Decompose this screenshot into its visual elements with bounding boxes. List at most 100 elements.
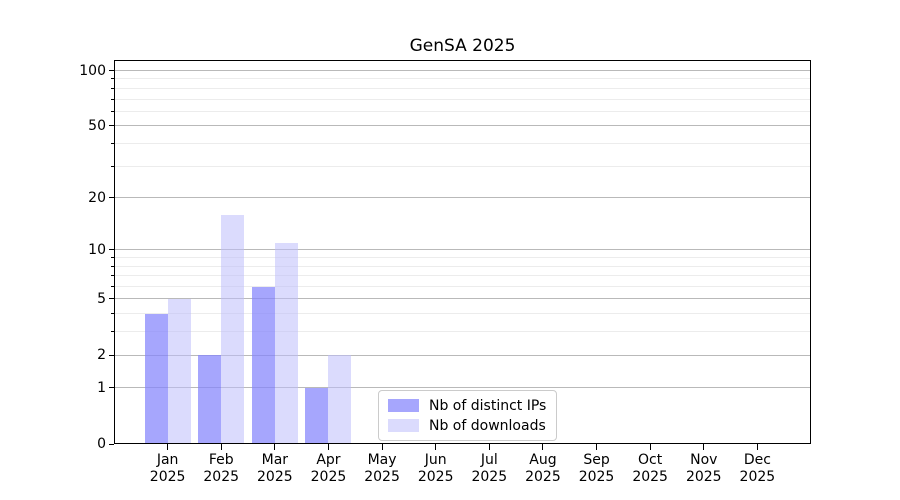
x-tick-year: 2025 [685,469,722,485]
x-tick-month: Aug [529,452,557,468]
gridline-minor [114,265,811,267]
plot-frame [114,60,811,444]
legend: Nb of distinct IPs Nb of downloads [378,390,558,441]
gridline-minor [114,98,811,100]
gridline-minor [114,110,811,112]
x-tick-mark [703,444,705,450]
y-tick-label: 1 [97,379,106,396]
y-tick-mark [108,354,114,356]
x-tick-label: Jul 2025 [449,452,529,486]
gridline-minor [114,275,811,277]
x-tick-label: Nov 2025 [664,452,744,486]
y-minor-tick-mark [111,313,114,315]
y-tick-label: 100 [79,62,106,79]
x-tick-month: Nov [690,452,718,468]
x-tick-mark [596,444,598,450]
x-tick-year: 2025 [203,469,240,485]
gridline-minor [114,87,811,89]
gridline-minor [114,286,811,288]
gridline-major [114,298,811,300]
legend-label: Nb of distinct IPs [429,397,547,414]
gridline-major [114,197,811,199]
y-tick-mark [108,443,114,445]
y-tick-label: 0 [97,436,106,452]
y-minor-tick-mark [111,142,114,144]
y-tick-label: 5 [97,290,106,307]
y-minor-tick-mark [111,257,114,259]
y-tick-mark [108,70,114,71]
x-tick-label: Mar 2025 [235,452,315,486]
x-tick-label: Jun 2025 [396,452,476,486]
x-tick-label: May 2025 [342,452,422,486]
gridline-minor [114,78,811,80]
y-tick-label: 50 [88,117,106,134]
gridline-minor [114,313,811,315]
x-tick-month: Sep [583,452,610,468]
legend-entry: Nb of downloads [388,417,546,434]
x-tick-label: Apr 2025 [288,452,368,486]
gridline-minor [114,165,811,167]
x-tick-month: Mar [261,452,289,468]
bar-distinct-ips-mar [251,286,275,444]
x-tick-month: Apr [316,452,341,468]
x-tick-year: 2025 [310,469,347,485]
chart-title: GenSA 2025 [409,36,516,56]
x-tick-year: 2025 [149,469,186,485]
y-tick-mark [108,249,114,251]
x-tick-year: 2025 [739,469,776,485]
y-tick-mark [108,125,114,127]
bar-downloads-feb [221,214,245,444]
legend-entry: Nb of distinct IPs [388,397,546,414]
x-tick-mark [327,444,329,450]
gridline-major [114,125,811,127]
legend-swatch-downloads [388,419,419,432]
bar-distinct-ips-feb [198,355,222,444]
x-tick-label: Dec 2025 [717,452,797,486]
gridline-minor [114,142,811,144]
y-tick-mark [108,197,114,199]
y-tick-label: 2 [97,347,106,364]
gridline-minor [114,257,811,259]
legend-swatch-distinct-ips [388,399,419,412]
y-minor-tick-mark [111,265,114,267]
x-tick-mark [488,444,490,450]
x-tick-mark [649,444,651,450]
x-tick-month: Oct [638,452,663,468]
y-minor-tick-mark [111,78,114,80]
y-minor-tick-mark [111,110,114,112]
x-tick-year: 2025 [578,469,615,485]
x-tick-mark [435,444,437,450]
x-tick-month: Feb [208,452,234,468]
x-tick-month: Jun [424,452,447,468]
x-tick-label: Feb 2025 [181,452,261,486]
x-tick-mark [381,444,383,450]
bar-distinct-ips-apr [305,387,329,444]
x-tick-year: 2025 [632,469,668,485]
y-minor-tick-mark [111,165,114,167]
y-minor-tick-mark [111,87,114,89]
legend-label: Nb of downloads [429,417,546,434]
y-minor-tick-mark [111,331,114,333]
bar-downloads-apr [328,355,352,444]
x-tick-label: Sep 2025 [557,452,637,486]
gridline-major [114,249,811,251]
bar-distinct-ips-jan [144,313,168,444]
y-minor-tick-mark [111,286,114,288]
x-tick-label: Jan 2025 [128,452,208,486]
gridline-minor [114,331,811,333]
x-tick-month: Jan [156,452,179,468]
y-tick-mark [108,298,114,300]
bar-downloads-jan [167,298,191,444]
x-tick-mark [167,444,169,450]
x-tick-label: Aug 2025 [503,452,583,486]
x-tick-month: Dec [743,452,771,468]
gridline-major [114,354,811,356]
x-tick-year: 2025 [417,469,454,485]
x-tick-year: 2025 [471,469,508,485]
x-tick-mark [542,444,544,450]
x-tick-month: Jul [480,452,498,468]
y-tick-mark [108,387,114,389]
x-tick-year: 2025 [257,469,293,485]
y-tick-label: 10 [88,241,106,258]
